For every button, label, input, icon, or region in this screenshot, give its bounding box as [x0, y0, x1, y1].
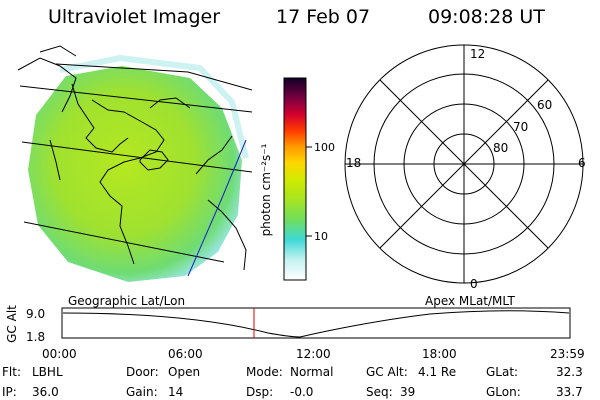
gc-alt-value: 4.1 Re	[418, 365, 457, 379]
lat-label-70: 70	[513, 120, 529, 134]
seq-value: 39	[400, 385, 416, 399]
mlt-label-18: 18	[346, 156, 362, 170]
lat-label-80: 80	[493, 141, 509, 155]
colorbar-scale	[283, 77, 307, 281]
colorbar-label-10: 10	[314, 230, 328, 243]
tick-12-00: 12:00	[296, 347, 331, 361]
geographic-title: Geographic Lat/Lon	[68, 294, 186, 308]
y-max-label: 9.0	[26, 307, 46, 321]
mode-label: Mode:	[246, 365, 283, 379]
glat-value: 32.3	[556, 365, 583, 379]
ip-label: IP:	[2, 385, 17, 399]
door-label: Door:	[126, 365, 159, 379]
y-min-label: 1.8	[26, 330, 46, 344]
mode-value: Normal	[290, 365, 334, 379]
tick-23-59: 23:59	[550, 347, 585, 361]
glon-label: GLon:	[486, 385, 521, 399]
ip-value: 36.0	[32, 385, 59, 399]
gain-label: Gain:	[126, 385, 158, 399]
colorbar-label-100: 100	[314, 141, 335, 154]
apex-title: Apex MLat/MLT	[425, 294, 515, 308]
gain-value: 14	[168, 385, 184, 399]
tick-18-00: 18:00	[422, 347, 457, 361]
instrument-title: Ultraviolet Imager	[48, 6, 221, 28]
date-label: 17 Feb 07	[276, 6, 371, 28]
lat-lon-grid	[19, 63, 253, 263]
glat-label: GLat:	[486, 365, 519, 379]
lat-label-60: 60	[537, 98, 553, 112]
dsp-label: Dsp:	[246, 385, 274, 399]
dsp-value: -0.0	[290, 385, 314, 399]
mlt-label-6: 6	[578, 156, 586, 170]
filter-label: Flt:	[2, 365, 21, 379]
disk-fringe	[59, 54, 249, 159]
glon-value: 33.7	[556, 385, 583, 399]
polar-diagonal-2	[379, 79, 549, 249]
time-label: 09:08:28 UT	[428, 6, 545, 28]
door-value: Open	[168, 365, 201, 379]
tick-00-00: 00:00	[42, 347, 77, 361]
timeline-frame	[61, 307, 571, 339]
seq-label: Seq:	[366, 385, 393, 399]
altitude-curve	[62, 310, 570, 338]
tick-06-00: 06:00	[168, 347, 203, 361]
gc-alt-label: GC Alt:	[366, 365, 408, 379]
mlt-label-12: 12	[470, 47, 486, 61]
filter-value: LBHL	[32, 365, 63, 379]
terminator-line	[187, 139, 247, 277]
uv-emission-disk	[28, 66, 242, 282]
mlt-label-0: 0	[470, 277, 478, 291]
